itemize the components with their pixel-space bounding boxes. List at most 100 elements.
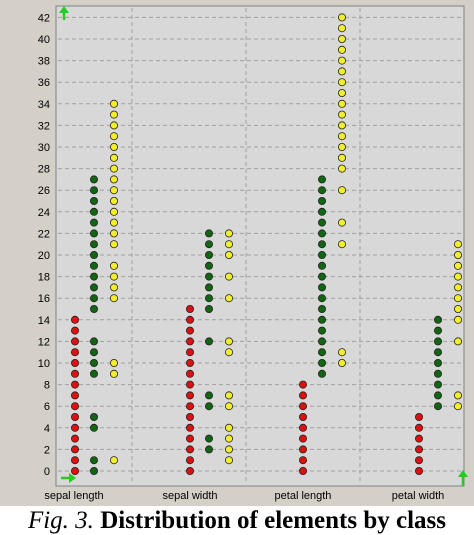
chart-frame: 0 2 4 6 8 10 12 14 16 18 20 22 24 26 28 30 32 34 36 38 40 42 … bbox=[0, 0, 474, 506]
data-point bbox=[298, 402, 307, 411]
data-point bbox=[71, 434, 80, 443]
data-point bbox=[337, 67, 346, 76]
data-point bbox=[71, 326, 80, 335]
data-point bbox=[453, 283, 462, 292]
y-tick-label: 10 bbox=[38, 358, 50, 370]
data-point bbox=[317, 304, 326, 313]
data-point bbox=[224, 456, 233, 465]
data-point bbox=[90, 250, 99, 259]
data-point bbox=[71, 456, 80, 465]
data-point bbox=[298, 466, 307, 475]
data-point bbox=[337, 13, 346, 22]
y-tick-label: 18 bbox=[38, 272, 50, 284]
data-point bbox=[185, 456, 194, 465]
data-point bbox=[110, 283, 119, 292]
data-point bbox=[337, 164, 346, 173]
data-point bbox=[317, 207, 326, 216]
data-point bbox=[453, 294, 462, 303]
data-point bbox=[317, 229, 326, 238]
data-point bbox=[337, 35, 346, 44]
data-point bbox=[90, 456, 99, 465]
data-point bbox=[110, 358, 119, 367]
data-point bbox=[298, 445, 307, 454]
data-point bbox=[433, 315, 442, 324]
data-point bbox=[224, 294, 233, 303]
data-point bbox=[110, 164, 119, 173]
x-axis-end-arrowhead bbox=[458, 470, 468, 477]
y-tick-label: 42 bbox=[38, 12, 50, 24]
y-tick-label: 32 bbox=[38, 120, 50, 132]
data-point bbox=[71, 391, 80, 400]
data-point bbox=[185, 402, 194, 411]
data-point bbox=[453, 391, 462, 400]
data-point bbox=[204, 250, 213, 259]
y-tick-label: 8 bbox=[44, 380, 50, 392]
data-point bbox=[110, 186, 119, 195]
data-point bbox=[453, 304, 462, 313]
y-tick-label: 30 bbox=[38, 142, 50, 154]
data-point bbox=[185, 348, 194, 357]
data-point bbox=[110, 142, 119, 151]
data-point bbox=[298, 380, 307, 389]
data-point bbox=[224, 348, 233, 357]
data-point bbox=[317, 250, 326, 259]
data-point bbox=[90, 272, 99, 281]
data-point bbox=[110, 132, 119, 141]
data-point bbox=[110, 196, 119, 205]
y-tick-label: 4 bbox=[44, 423, 50, 435]
data-point bbox=[224, 337, 233, 346]
data-point bbox=[337, 24, 346, 33]
data-point bbox=[71, 369, 80, 378]
data-point bbox=[110, 175, 119, 184]
data-point bbox=[414, 434, 423, 443]
y-tick-label: 6 bbox=[44, 401, 50, 413]
data-point bbox=[433, 348, 442, 357]
data-point bbox=[90, 240, 99, 249]
data-point bbox=[224, 250, 233, 259]
data-point bbox=[337, 142, 346, 151]
data-point bbox=[110, 456, 119, 465]
data-point bbox=[110, 121, 119, 130]
data-point bbox=[71, 423, 80, 432]
y-tick-label: 36 bbox=[38, 77, 50, 89]
data-point bbox=[71, 315, 80, 324]
data-point bbox=[110, 272, 119, 281]
data-point bbox=[433, 402, 442, 411]
x-category-label: petal length bbox=[275, 490, 332, 502]
data-point bbox=[298, 412, 307, 421]
data-point bbox=[337, 56, 346, 65]
data-point bbox=[298, 434, 307, 443]
data-point bbox=[204, 283, 213, 292]
data-point bbox=[90, 358, 99, 367]
figure-caption: Fig. 3. Distribution of elements by clas… bbox=[0, 507, 474, 535]
data-point bbox=[317, 261, 326, 270]
data-point bbox=[110, 110, 119, 119]
axis-arrows bbox=[59, 6, 468, 486]
data-point bbox=[298, 391, 307, 400]
data-point bbox=[90, 412, 99, 421]
data-point bbox=[337, 121, 346, 130]
data-point bbox=[90, 229, 99, 238]
data-point bbox=[204, 337, 213, 346]
data-point bbox=[90, 175, 99, 184]
y-tick-label: 28 bbox=[38, 164, 50, 176]
data-point bbox=[224, 391, 233, 400]
data-point bbox=[337, 110, 346, 119]
data-point bbox=[337, 186, 346, 195]
data-point bbox=[71, 337, 80, 346]
data-point bbox=[185, 434, 194, 443]
x-category-label: sepal width bbox=[162, 490, 217, 502]
y-axis-arrowhead bbox=[59, 6, 69, 13]
data-point bbox=[90, 218, 99, 227]
y-tick-label: 40 bbox=[38, 34, 50, 46]
x-axis-arrowhead bbox=[69, 473, 76, 483]
data-point bbox=[414, 445, 423, 454]
data-point bbox=[204, 229, 213, 238]
data-point bbox=[224, 402, 233, 411]
data-point bbox=[317, 186, 326, 195]
data-point bbox=[453, 315, 462, 324]
data-point bbox=[337, 240, 346, 249]
data-point bbox=[90, 337, 99, 346]
data-point bbox=[71, 466, 80, 475]
data-point bbox=[204, 261, 213, 270]
